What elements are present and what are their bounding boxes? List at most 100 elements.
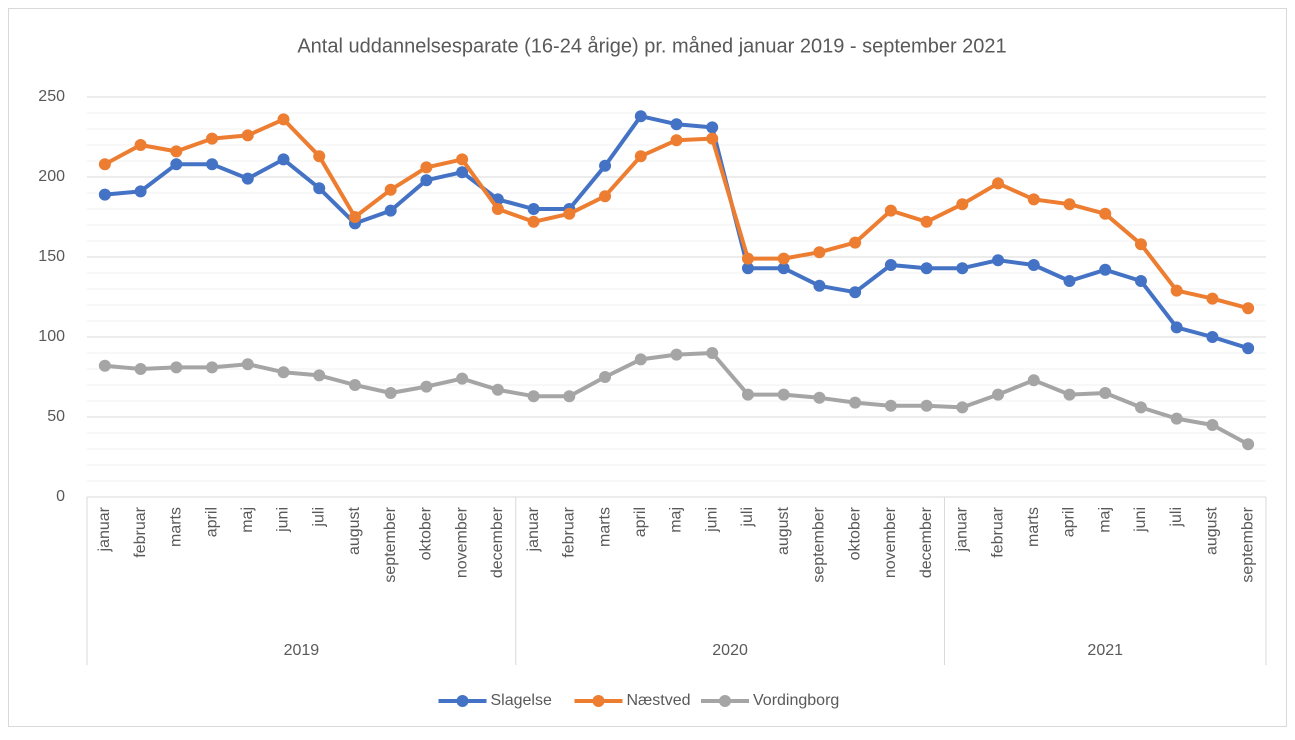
point (313, 182, 326, 195)
point (1134, 275, 1147, 287)
x-tick-label: juli (1168, 507, 1185, 528)
point (849, 236, 862, 249)
x-tick-label: november (453, 506, 470, 578)
point (670, 118, 683, 131)
point (777, 252, 790, 265)
legend-label: Vordingborg (753, 692, 839, 709)
point (527, 203, 540, 215)
point (884, 399, 897, 412)
chart-title: Antal uddannelsesparate (16-24 årige) pr… (297, 35, 1006, 57)
point (384, 204, 397, 217)
point (1099, 207, 1112, 220)
point (1242, 438, 1255, 451)
x-tick-label: september (382, 506, 399, 582)
point (1027, 193, 1040, 206)
point (1099, 263, 1112, 276)
point (170, 361, 183, 374)
point (170, 145, 183, 158)
point (599, 371, 612, 383)
x-tick-label: marts (596, 507, 613, 547)
point (920, 215, 933, 228)
point (134, 363, 147, 375)
point (1063, 388, 1076, 401)
point (1134, 238, 1147, 251)
point (527, 390, 540, 403)
point (1206, 331, 1219, 343)
y-tick-label: 150 (38, 248, 65, 265)
y-tick-label: 100 (38, 328, 65, 345)
point (241, 358, 254, 371)
year-label: 2020 (712, 642, 748, 659)
point (1170, 284, 1183, 297)
point (1206, 292, 1219, 305)
point (706, 121, 719, 134)
point (992, 388, 1005, 401)
point (456, 153, 469, 166)
point (134, 139, 147, 151)
point (241, 172, 254, 185)
x-tick-label: august (1204, 506, 1221, 555)
x-tick-label: oktober (418, 506, 435, 560)
point (884, 204, 897, 217)
point (992, 254, 1005, 267)
point (1099, 387, 1112, 399)
x-tick-label: juli (739, 507, 756, 528)
point (956, 401, 969, 414)
point (206, 132, 219, 145)
point (670, 134, 683, 147)
x-tick-label: december (918, 506, 935, 578)
legend-marker (456, 695, 469, 707)
point (1027, 374, 1040, 387)
point (277, 366, 290, 379)
point (920, 399, 933, 412)
point (777, 262, 790, 275)
x-tick-label: april (203, 507, 220, 537)
point (813, 391, 826, 404)
year-label: 2019 (284, 642, 320, 659)
x-tick-label: maj (1096, 507, 1113, 533)
point (277, 113, 290, 126)
x-tick-label: juni (275, 507, 292, 533)
x-tick-label: april (1061, 507, 1078, 537)
point (1242, 302, 1255, 315)
x-tick-label: marts (168, 507, 185, 547)
point (992, 177, 1005, 190)
x-tick-label: juni (1132, 507, 1149, 533)
x-tick-label: marts (1025, 507, 1042, 547)
point (1170, 321, 1183, 334)
point (348, 211, 361, 223)
x-tick-label: september (1239, 506, 1256, 582)
x-tick-label: december (489, 506, 506, 578)
x-tick-label: februar (132, 506, 149, 557)
point (670, 348, 683, 361)
legend-marker (592, 695, 605, 707)
point (456, 166, 469, 179)
legend-label: Slagelse (491, 692, 552, 709)
point (98, 188, 111, 201)
point (170, 158, 183, 171)
point (599, 190, 612, 203)
point (741, 252, 754, 265)
y-tick-label: 50 (47, 408, 65, 425)
point (98, 359, 111, 372)
point (777, 388, 790, 401)
point (706, 132, 719, 145)
x-tick-label: februar (989, 506, 1006, 557)
point (420, 161, 433, 174)
point (634, 353, 647, 366)
point (1134, 401, 1147, 414)
point (741, 388, 754, 401)
x-tick-label: januar (525, 506, 542, 552)
point (348, 379, 361, 391)
x-tick-label: januar (96, 506, 113, 552)
point (206, 158, 219, 171)
point (420, 174, 433, 187)
y-tick-label: 0 (56, 488, 65, 505)
x-tick-label: september (811, 506, 828, 582)
point (1206, 419, 1219, 431)
point (491, 383, 504, 396)
point (384, 183, 397, 196)
point (563, 390, 576, 403)
point (313, 369, 326, 382)
